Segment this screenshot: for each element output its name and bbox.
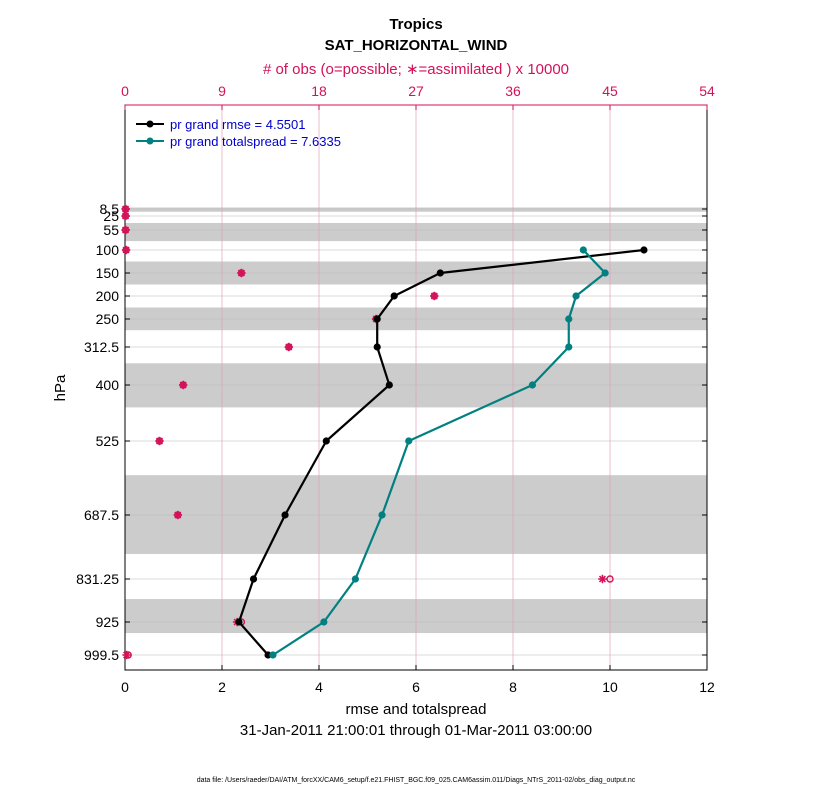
series-point-totalspread [269, 651, 277, 659]
series-point-rmse [640, 246, 648, 254]
series-point-totalspread [378, 511, 386, 519]
x-ticks: 0 2 4 6 8 10 12 [121, 665, 715, 695]
y-tick-label: 25 [103, 208, 119, 224]
obs-possible-marker [121, 205, 130, 213]
x-tick-label: 2 [218, 679, 226, 695]
date-range: 31-Jan-2011 21:00:01 through 01-Mar-2011… [240, 722, 592, 739]
y-tick-label: 312.5 [84, 339, 119, 355]
y-tick-label: 400 [96, 377, 120, 393]
top-tick-label: 9 [218, 83, 226, 99]
series-point-totalspread [320, 618, 328, 626]
series-point-rmse [249, 575, 258, 583]
top-tick-label: 27 [408, 83, 424, 99]
y-tick-label: 100 [96, 242, 120, 258]
obs-possible-marker [121, 212, 130, 220]
obs-markers [121, 204, 614, 660]
series-point-totalspread [405, 437, 413, 445]
series-point-rmse [235, 618, 243, 626]
x-tick-label: 12 [699, 679, 715, 695]
top-tick-label: 36 [505, 83, 521, 99]
top-tick-label: 18 [311, 83, 327, 99]
obs-possible-marker [155, 437, 164, 445]
top-tick-label: 54 [699, 83, 715, 99]
obs-possible-marker [179, 381, 187, 389]
series-point-rmse [390, 292, 398, 300]
series-point-totalspread [601, 269, 609, 277]
y-tick-label: 150 [96, 265, 120, 281]
series-point-totalspread [351, 575, 359, 583]
legend-rmse-label: pr grand rmse = 4.5501 [170, 117, 306, 132]
series-point-totalspread [565, 315, 573, 323]
chart-subtitle: SAT_HORIZONTAL_WIND [325, 37, 508, 54]
x-tick-label: 10 [602, 679, 618, 695]
legend-rmse-marker [146, 120, 154, 128]
x-tick-label: 0 [121, 679, 129, 695]
top-tick-label: 45 [602, 83, 618, 99]
top-tick-label: 0 [121, 83, 129, 99]
y-tick-label: 687.5 [84, 507, 119, 523]
x-tick-label: 6 [412, 679, 420, 695]
x-axis-label: rmse and totalspread [346, 701, 487, 718]
obs-possible-marker [121, 226, 130, 234]
series-point-rmse [385, 381, 393, 389]
series-lines [235, 246, 648, 659]
top-axis-label: # of obs (o=possible; ∗=assimilated ) x … [263, 61, 569, 78]
y-tick-label: 250 [96, 311, 120, 327]
obs-possible-marker [430, 292, 439, 300]
series-point-rmse [322, 437, 330, 445]
series-point-rmse [281, 511, 289, 519]
series-point-totalspread [565, 343, 573, 351]
x-tick-label: 8 [509, 679, 517, 695]
y-tick-label: 8.5 [100, 201, 120, 217]
series-point-rmse [436, 269, 444, 277]
series-point-rmse [373, 315, 381, 323]
y-tick-label: 999.5 [84, 647, 119, 663]
obs-possible-marker [237, 269, 246, 277]
obs-possible-marker [606, 575, 614, 583]
legend-spread-label: pr grand totalspread = 7.6335 [170, 134, 341, 149]
legend-spread-marker [146, 137, 154, 145]
obs-possible-marker [124, 651, 132, 659]
obs-assimilated-marker [598, 574, 607, 584]
top-x-ticks: 0 9 18 27 36 45 54 [121, 83, 715, 110]
series-point-totalspread [579, 246, 587, 254]
y-tick-label: 831.25 [76, 571, 119, 587]
series-point-rmse [373, 343, 381, 351]
chart-title: Tropics [389, 16, 442, 33]
y-tick-label: 200 [96, 288, 120, 304]
obs-possible-marker [285, 343, 293, 351]
y-tick-label: 925 [96, 614, 120, 630]
x-tick-label: 4 [315, 679, 323, 695]
data-file-footer: data file: /Users/raeder/DAI/ATM_forcXX/… [197, 777, 636, 784]
legend: pr grand rmse = 4.5501 pr grand totalspr… [136, 117, 341, 149]
obs-possible-marker [174, 511, 182, 519]
y-tick-label: 525 [96, 433, 120, 449]
series-point-totalspread [528, 381, 537, 389]
series-point-totalspread [572, 292, 580, 300]
y-tick-label: 55 [103, 222, 119, 238]
obs-possible-marker [122, 246, 130, 254]
y-axis-label: hPa [52, 374, 69, 401]
